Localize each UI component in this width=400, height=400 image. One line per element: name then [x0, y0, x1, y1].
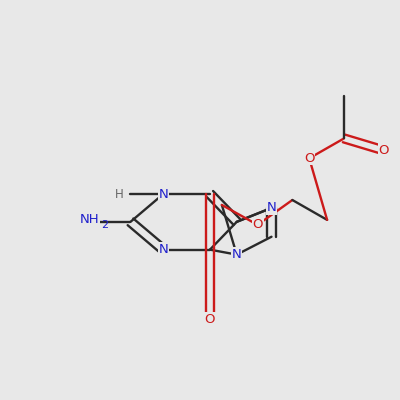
Text: O: O [304, 152, 314, 165]
Text: N: N [158, 243, 168, 256]
Text: O: O [205, 313, 215, 326]
Text: H: H [114, 188, 123, 200]
Text: N: N [267, 202, 276, 214]
Text: N: N [232, 248, 242, 261]
Text: 2: 2 [101, 220, 108, 230]
Text: N: N [158, 188, 168, 200]
Text: O: O [252, 218, 263, 231]
Text: NH: NH [80, 213, 100, 226]
Text: O: O [378, 144, 389, 157]
